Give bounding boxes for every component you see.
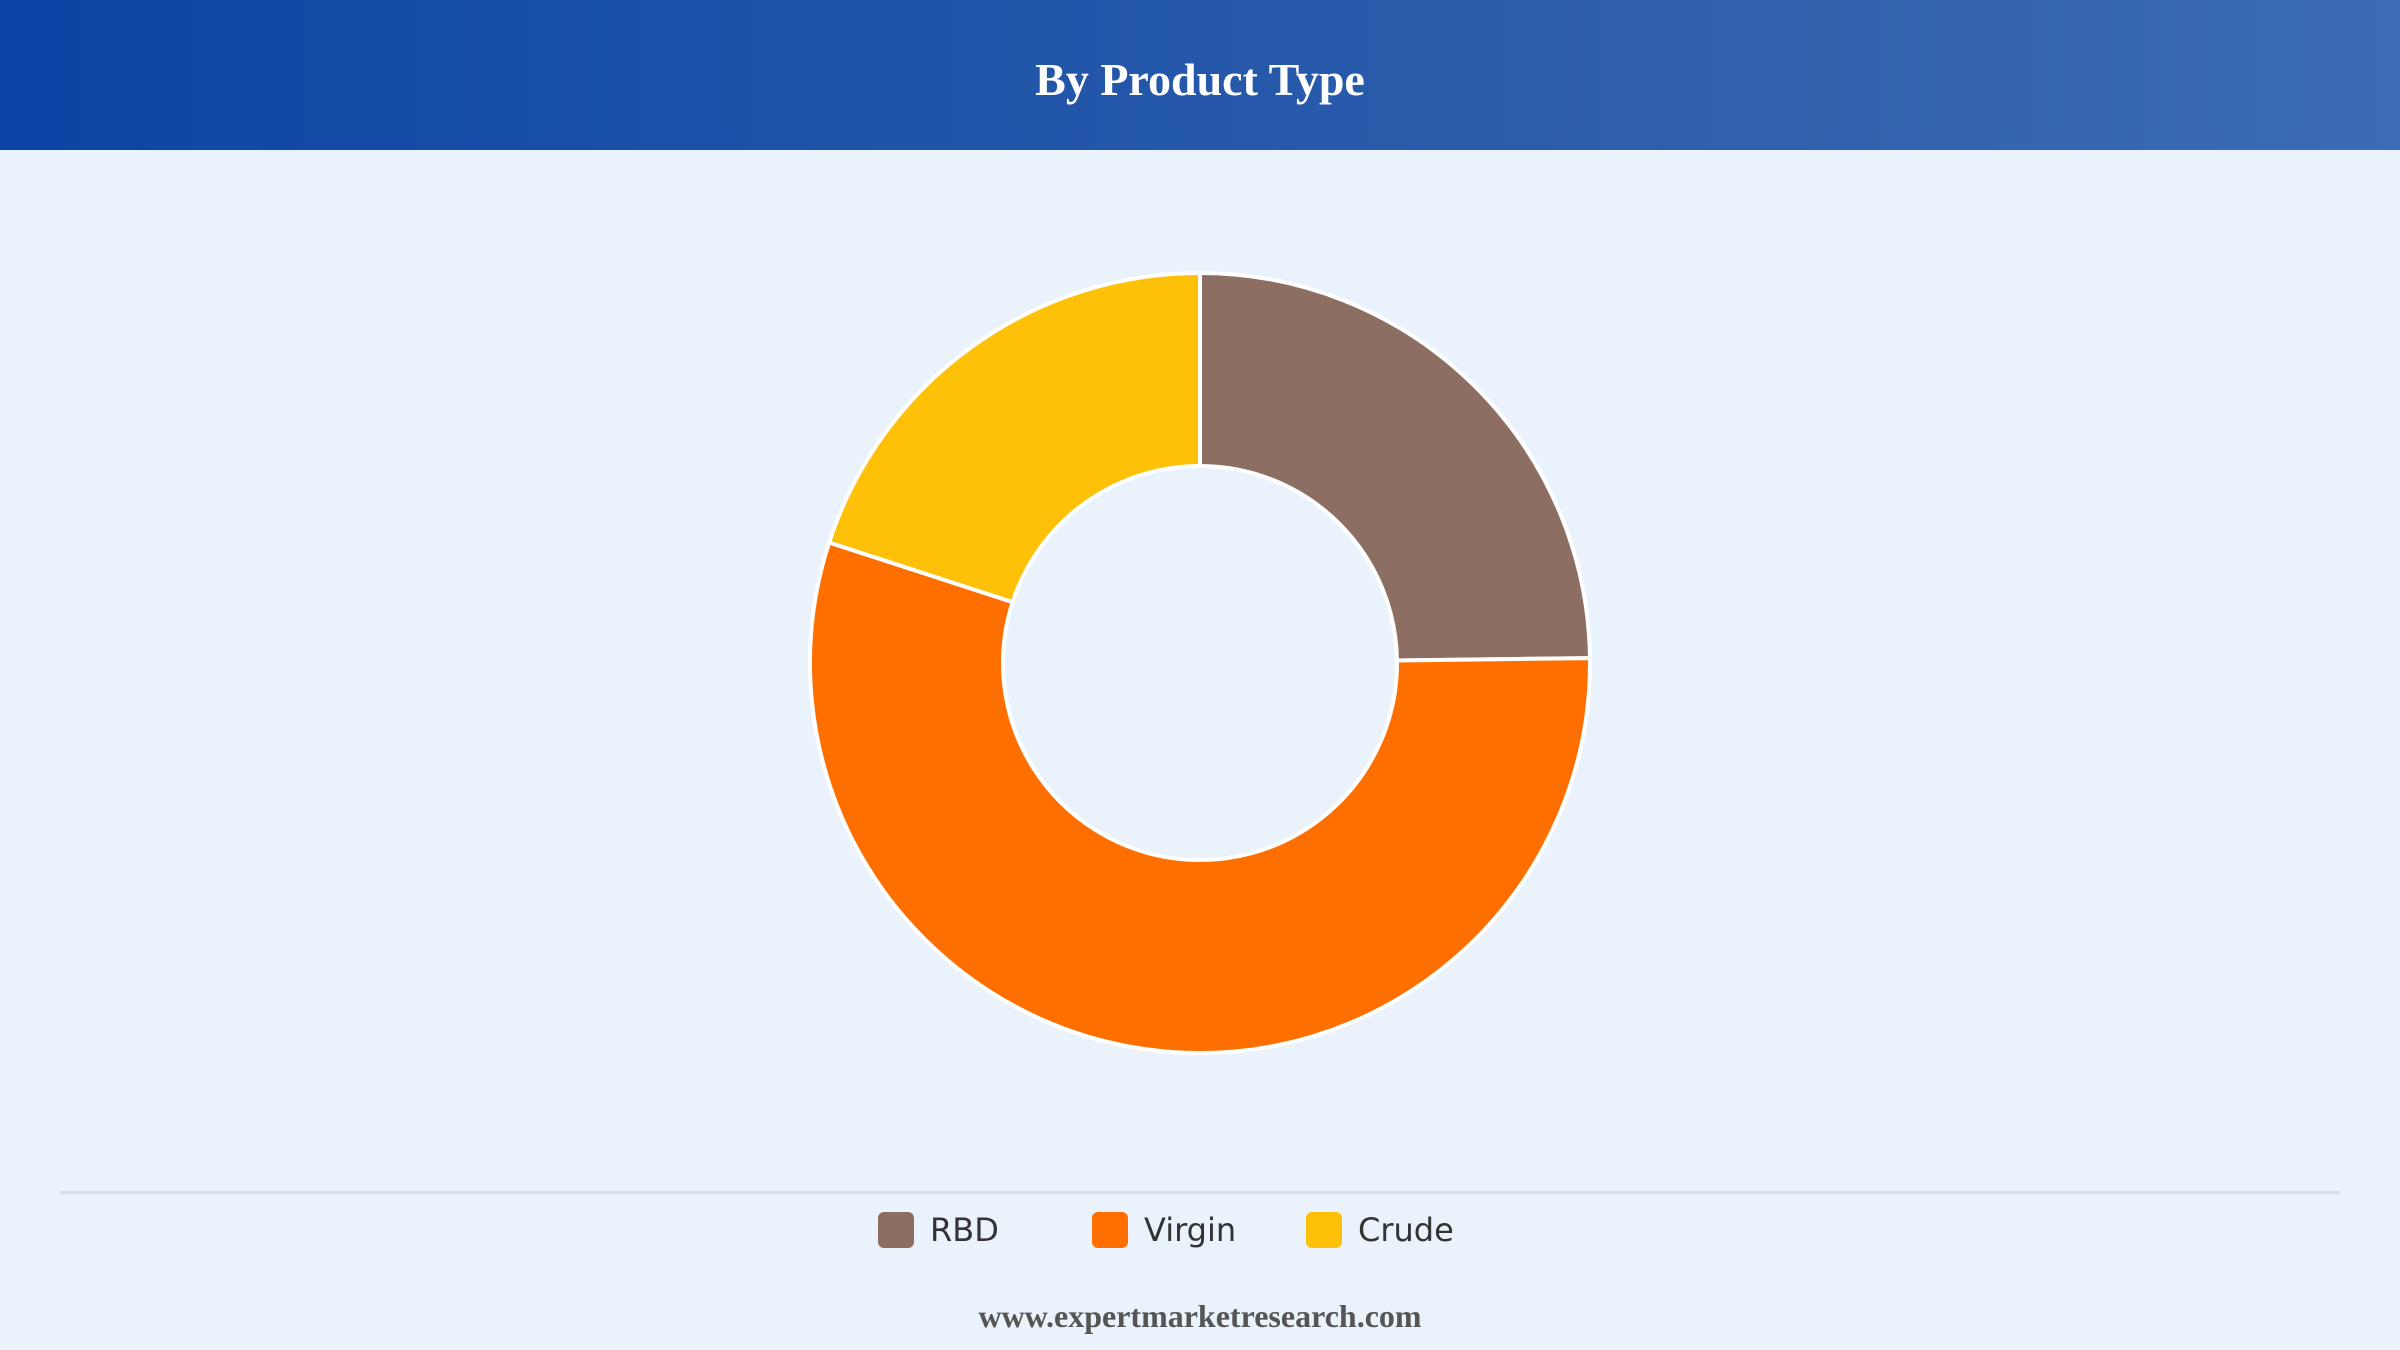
legend-label-rbd: RBD	[930, 1211, 999, 1249]
source-footer: www.expertmarketresearch.com	[978, 1298, 1422, 1334]
legend-item-crude[interactable]: Crude	[1306, 1210, 1454, 1250]
legend-divider	[60, 1191, 2340, 1194]
donut-slices	[808, 271, 1592, 1055]
legend-swatch-virgin	[1092, 1212, 1128, 1248]
legend-item-rbd[interactable]: RBD	[878, 1210, 999, 1250]
slice-virgin[interactable]	[808, 540, 1592, 1055]
legend: RBD Virgin Crude	[0, 1210, 2400, 1250]
header-banner	[0, 0, 2400, 150]
legend-swatch-rbd	[878, 1212, 914, 1248]
chart-title: By Product Type	[1035, 54, 1365, 105]
legend-item-virgin[interactable]: Virgin	[1092, 1210, 1236, 1250]
legend-label-crude: Crude	[1358, 1211, 1454, 1249]
slice-rbd[interactable]	[1198, 271, 1592, 663]
legend-swatch-crude	[1306, 1212, 1342, 1248]
legend-label-virgin: Virgin	[1144, 1211, 1237, 1249]
slice-crude[interactable]	[827, 271, 1202, 605]
